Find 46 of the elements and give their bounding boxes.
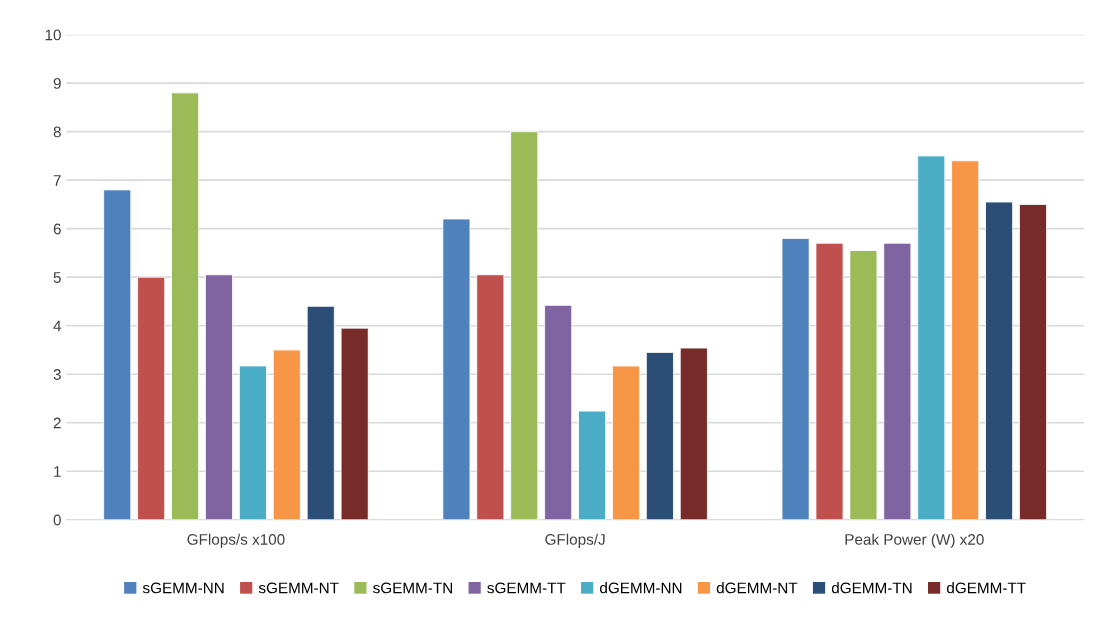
bar (137, 276, 166, 520)
bar (815, 242, 844, 520)
bar (510, 131, 539, 520)
bar (205, 274, 233, 520)
x-tick-label: GFlops/J (545, 533, 605, 548)
legend-label: sGEMM-NN (142, 582, 224, 594)
legend-label: sGEMM-TN (373, 582, 452, 594)
y-tick-label: 10 (45, 29, 61, 41)
bar (679, 347, 708, 520)
bar (985, 201, 1014, 520)
bar (103, 189, 132, 520)
legend-label: dGEMM-TN (831, 582, 912, 594)
bar (1019, 204, 1047, 520)
bar (578, 410, 607, 520)
bar (272, 349, 301, 520)
bar (238, 365, 267, 520)
bar (476, 274, 505, 520)
bar (951, 160, 980, 520)
y-tick-label: 6 (53, 223, 61, 235)
y-tick-label: 9 (53, 78, 61, 89)
x-tick-label: GFlops/s x100 (187, 533, 285, 548)
legend-label: dGEMM-NT (716, 582, 798, 594)
y-tick-label: 7 (53, 175, 61, 186)
y-tick-label: 5 (53, 272, 61, 283)
bar (306, 305, 335, 520)
y-tick-label: 2 (53, 417, 61, 429)
x-tick-label: Peak Power (W) x20 (845, 533, 984, 548)
bar (781, 237, 810, 520)
legend-label: sGEMM-NT (258, 582, 339, 594)
y-tick-label: 0 (53, 514, 61, 526)
y-tick-label: 1 (54, 466, 61, 477)
bar (171, 92, 200, 520)
bar (340, 327, 369, 520)
bar (645, 351, 674, 520)
bar (917, 155, 946, 520)
legend-label: dGEMM-TT (946, 582, 1026, 594)
y-tick-label: 3 (53, 369, 61, 380)
legend-label: sGEMM-TT (487, 582, 566, 594)
bar (849, 250, 878, 520)
bar (544, 304, 573, 520)
bar (442, 218, 471, 520)
y-tick-label: 4 (53, 320, 62, 332)
legend-label: dGEMM-NN (600, 582, 682, 594)
bar (883, 242, 912, 520)
bar (612, 365, 640, 520)
y-tick-label: 8 (53, 126, 61, 138)
